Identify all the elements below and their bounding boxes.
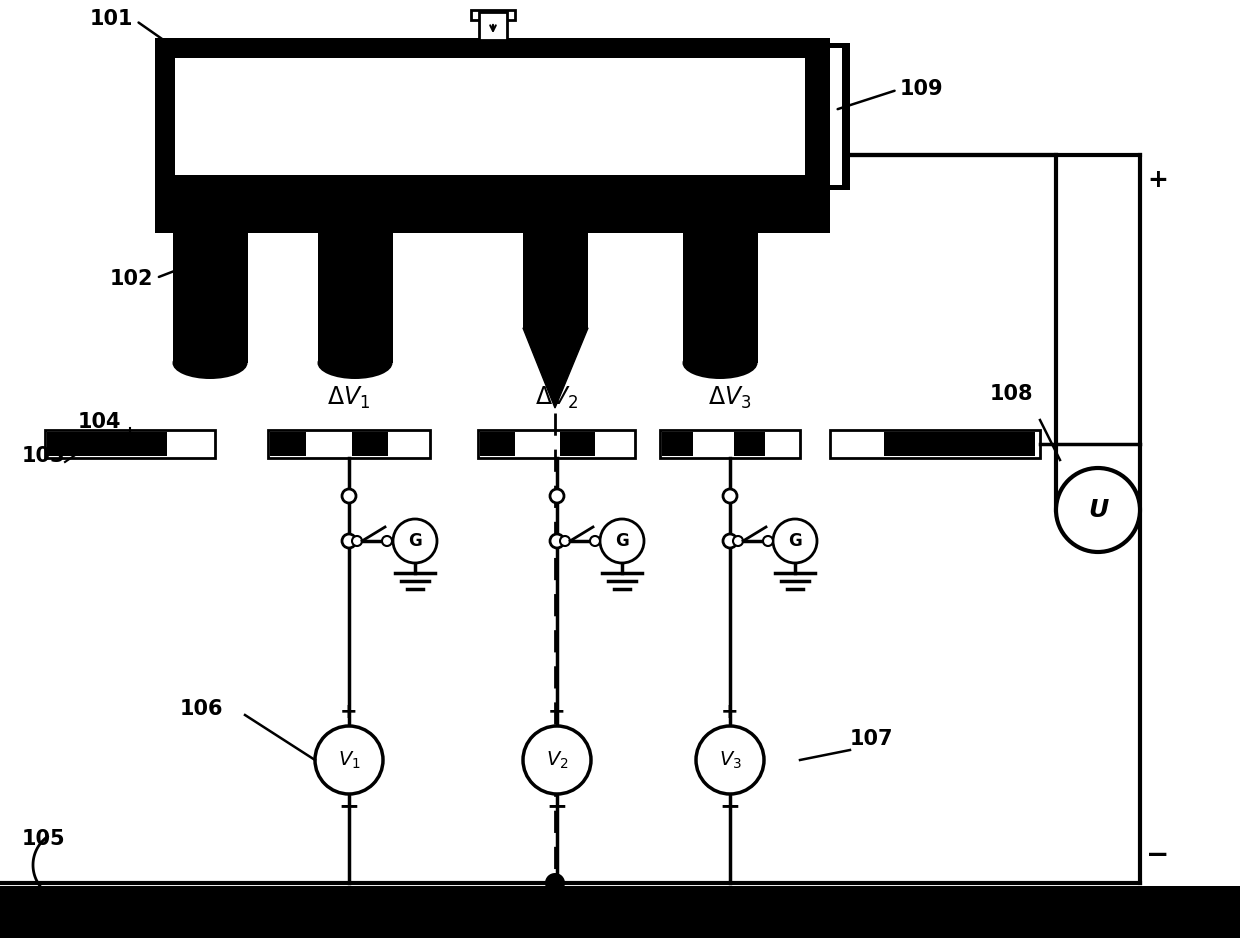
Bar (477, 430, 635, 458)
Text: −: − (339, 794, 360, 818)
Text: +: + (722, 702, 739, 722)
Text: 108: 108 (990, 384, 1033, 404)
Text: $V_3$: $V_3$ (718, 749, 742, 771)
Bar (45, 430, 215, 458)
Text: +: + (548, 702, 565, 722)
Circle shape (546, 873, 565, 893)
Bar (0, 886, 1240, 938)
Text: +: + (1147, 168, 1168, 192)
Circle shape (733, 536, 743, 546)
Text: $\Delta V_3$: $\Delta V_3$ (708, 385, 751, 411)
Text: 104: 104 (78, 412, 122, 432)
Text: U: U (1087, 498, 1109, 522)
Bar (523, 233, 588, 328)
Circle shape (600, 519, 644, 563)
Circle shape (523, 726, 591, 794)
Circle shape (342, 534, 356, 548)
Text: 106: 106 (180, 699, 223, 719)
Text: $\Delta V_2$: $\Delta V_2$ (536, 385, 579, 411)
Text: −: − (1146, 841, 1169, 869)
Circle shape (342, 489, 356, 503)
Text: −: − (719, 794, 740, 818)
Bar (155, 38, 830, 195)
Bar (175, 58, 805, 175)
Circle shape (382, 536, 392, 546)
Circle shape (773, 519, 817, 563)
Circle shape (696, 726, 764, 794)
Bar (830, 48, 842, 185)
Circle shape (352, 536, 362, 546)
Circle shape (393, 519, 436, 563)
Bar (830, 430, 1040, 458)
Text: G: G (615, 532, 629, 550)
Text: $V_2$: $V_2$ (546, 749, 568, 771)
Bar (174, 233, 248, 363)
Bar (270, 432, 306, 456)
Circle shape (551, 489, 564, 503)
Circle shape (590, 536, 600, 546)
Text: G: G (408, 532, 422, 550)
Bar (683, 233, 758, 363)
Text: 105: 105 (22, 829, 66, 849)
Bar (884, 432, 1035, 456)
Circle shape (315, 726, 383, 794)
Bar (662, 432, 693, 456)
Circle shape (723, 534, 737, 548)
Text: G: G (789, 532, 802, 550)
Bar (734, 432, 765, 456)
Ellipse shape (172, 347, 248, 379)
Bar (560, 432, 595, 456)
Bar (479, 12, 507, 40)
Circle shape (723, 489, 737, 503)
Bar (47, 432, 167, 456)
Circle shape (1056, 468, 1140, 552)
Text: 102: 102 (110, 266, 187, 289)
Text: 109: 109 (838, 79, 944, 109)
Bar (480, 432, 515, 456)
Text: 103: 103 (22, 446, 66, 466)
Circle shape (551, 534, 564, 548)
Bar (155, 195, 830, 233)
Circle shape (560, 536, 570, 546)
Text: $V_1$: $V_1$ (337, 749, 361, 771)
Text: −: − (547, 794, 568, 818)
Text: 107: 107 (849, 729, 894, 749)
Circle shape (763, 536, 773, 546)
Ellipse shape (682, 347, 758, 379)
Polygon shape (523, 328, 588, 408)
Text: +: + (340, 702, 358, 722)
Ellipse shape (317, 347, 393, 379)
Bar (317, 233, 393, 363)
Bar (660, 430, 800, 458)
Bar (268, 430, 430, 458)
Bar (825, 43, 849, 190)
Text: $\Delta V_1$: $\Delta V_1$ (327, 385, 371, 411)
Bar (471, 10, 515, 20)
Bar (352, 432, 388, 456)
Text: 101: 101 (91, 9, 182, 53)
